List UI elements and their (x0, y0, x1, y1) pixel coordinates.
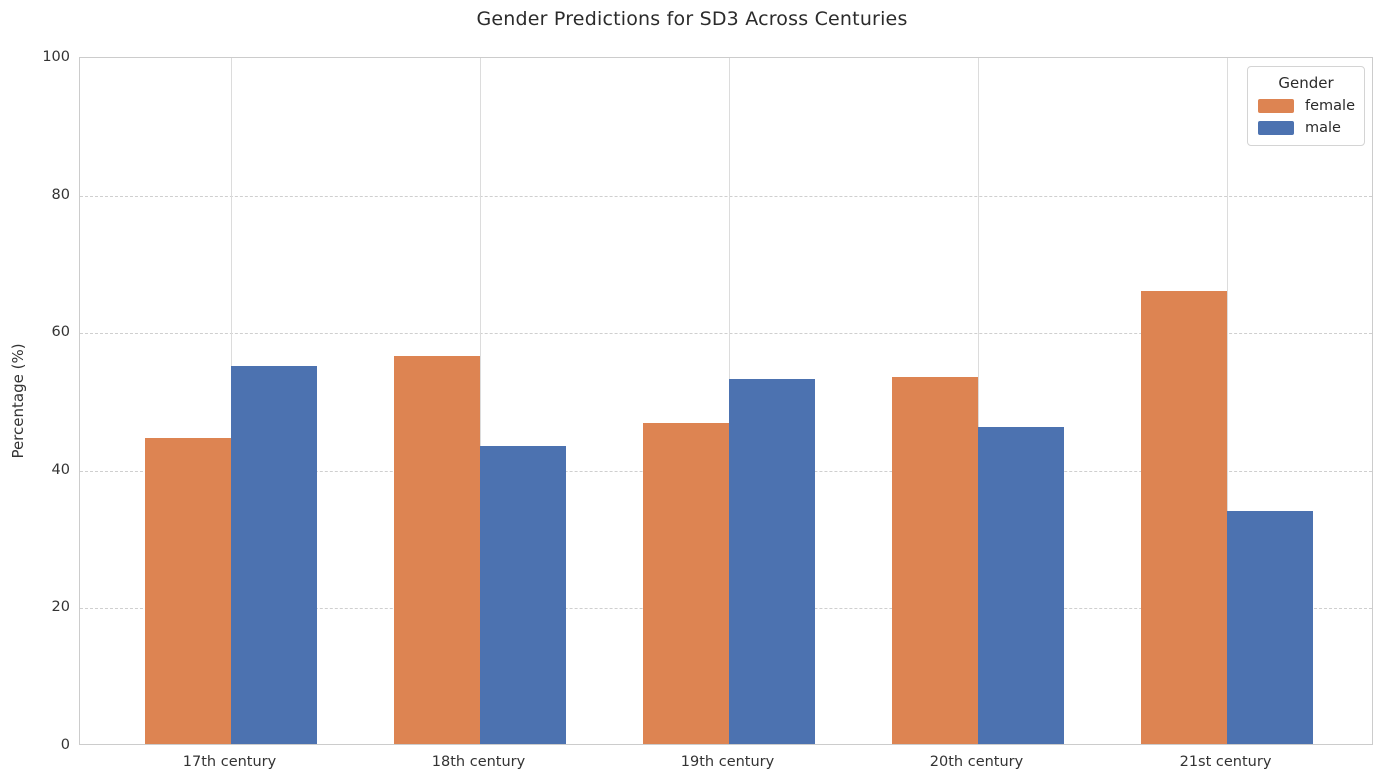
x-tick-1: 17th century (182, 754, 277, 770)
legend-swatch-male (1258, 121, 1294, 135)
y-tick-60: 60 (51, 324, 70, 341)
legend-label-male: male (1305, 120, 1341, 136)
bar-female-19th-century (642, 423, 729, 744)
chart-title: Gender Predictions for SD3 Across Centur… (476, 8, 908, 30)
y-tick-0: 0 (60, 737, 70, 753)
x-tick-3: 19th century (680, 754, 775, 770)
y-axis-label: Percentage (%) (9, 343, 27, 459)
bar-male-19th-century (728, 378, 815, 744)
legend-swatch-female (1258, 99, 1294, 113)
gridline-x-2 (479, 58, 481, 744)
x-tick-4: 20th century (929, 754, 1024, 770)
bar-female-17th-century (144, 437, 231, 744)
gridline-x-5 (1226, 58, 1228, 744)
legend-entry-female: female (1258, 98, 1355, 114)
legend-title: Gender (1278, 74, 1334, 92)
x-tick-5: 21st century (1179, 754, 1272, 770)
legend-label-female: female (1305, 98, 1355, 114)
gridline-x-4 (977, 58, 979, 744)
bar-male-17th-century (230, 365, 317, 744)
bar-female-21st-century (1140, 291, 1227, 744)
plot-area: Gender female male (79, 57, 1373, 745)
y-tick-100: 100 (42, 49, 70, 65)
legend-entry-male: male (1258, 120, 1354, 136)
y-tick-80: 80 (51, 186, 70, 203)
y-tick-20: 20 (51, 599, 70, 616)
bar-male-18th-century (479, 446, 566, 744)
bar-female-20th-century (891, 376, 978, 744)
legend: Gender female male (1247, 66, 1365, 146)
x-tick-2: 18th century (431, 754, 526, 770)
y-tick-40: 40 (51, 461, 70, 478)
bar-male-20th-century (977, 426, 1064, 744)
gridline-y-60 (80, 333, 1372, 335)
gridline-y-80 (80, 195, 1372, 197)
legend-entries: female male (1258, 98, 1355, 136)
bar-male-21st-century (1226, 511, 1313, 744)
bar-female-18th-century (393, 355, 480, 744)
